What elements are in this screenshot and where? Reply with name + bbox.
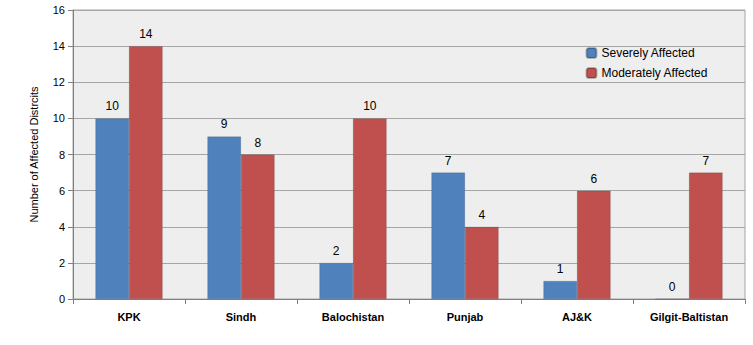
svg-text:KPK: KPK (117, 311, 140, 323)
svg-text:Severely Affected: Severely Affected (601, 46, 694, 60)
svg-text:Gilgit-Baltistan: Gilgit-Baltistan (650, 311, 729, 323)
svg-text:10: 10 (363, 99, 377, 113)
svg-text:9: 9 (221, 117, 228, 131)
svg-text:Balochistan: Balochistan (322, 311, 385, 323)
svg-text:7: 7 (445, 154, 452, 168)
svg-text:6: 6 (590, 172, 597, 186)
svg-text:Moderately Affected: Moderately Affected (601, 66, 707, 80)
svg-text:10: 10 (106, 99, 120, 113)
svg-text:0: 0 (669, 280, 676, 294)
svg-text:16: 16 (53, 4, 65, 16)
svg-text:6: 6 (59, 185, 65, 197)
svg-text:10: 10 (53, 112, 65, 124)
svg-text:4: 4 (59, 221, 65, 233)
svg-text:4: 4 (478, 208, 485, 222)
svg-text:14: 14 (53, 40, 65, 52)
svg-text:2: 2 (333, 244, 340, 258)
svg-text:8: 8 (59, 149, 65, 161)
svg-text:7: 7 (702, 154, 709, 168)
svg-text:AJ&K: AJ&K (562, 311, 592, 323)
svg-text:12: 12 (53, 76, 65, 88)
svg-text:Number of Affected Distrcits: Number of Affected Distrcits (28, 86, 40, 223)
svg-text:8: 8 (254, 136, 261, 150)
svg-text:Punjab: Punjab (447, 311, 484, 323)
svg-text:0: 0 (59, 293, 65, 305)
svg-text:1: 1 (557, 262, 564, 276)
svg-text:14: 14 (139, 27, 153, 41)
svg-text:Sindh: Sindh (226, 311, 257, 323)
svg-text:2: 2 (59, 257, 65, 269)
